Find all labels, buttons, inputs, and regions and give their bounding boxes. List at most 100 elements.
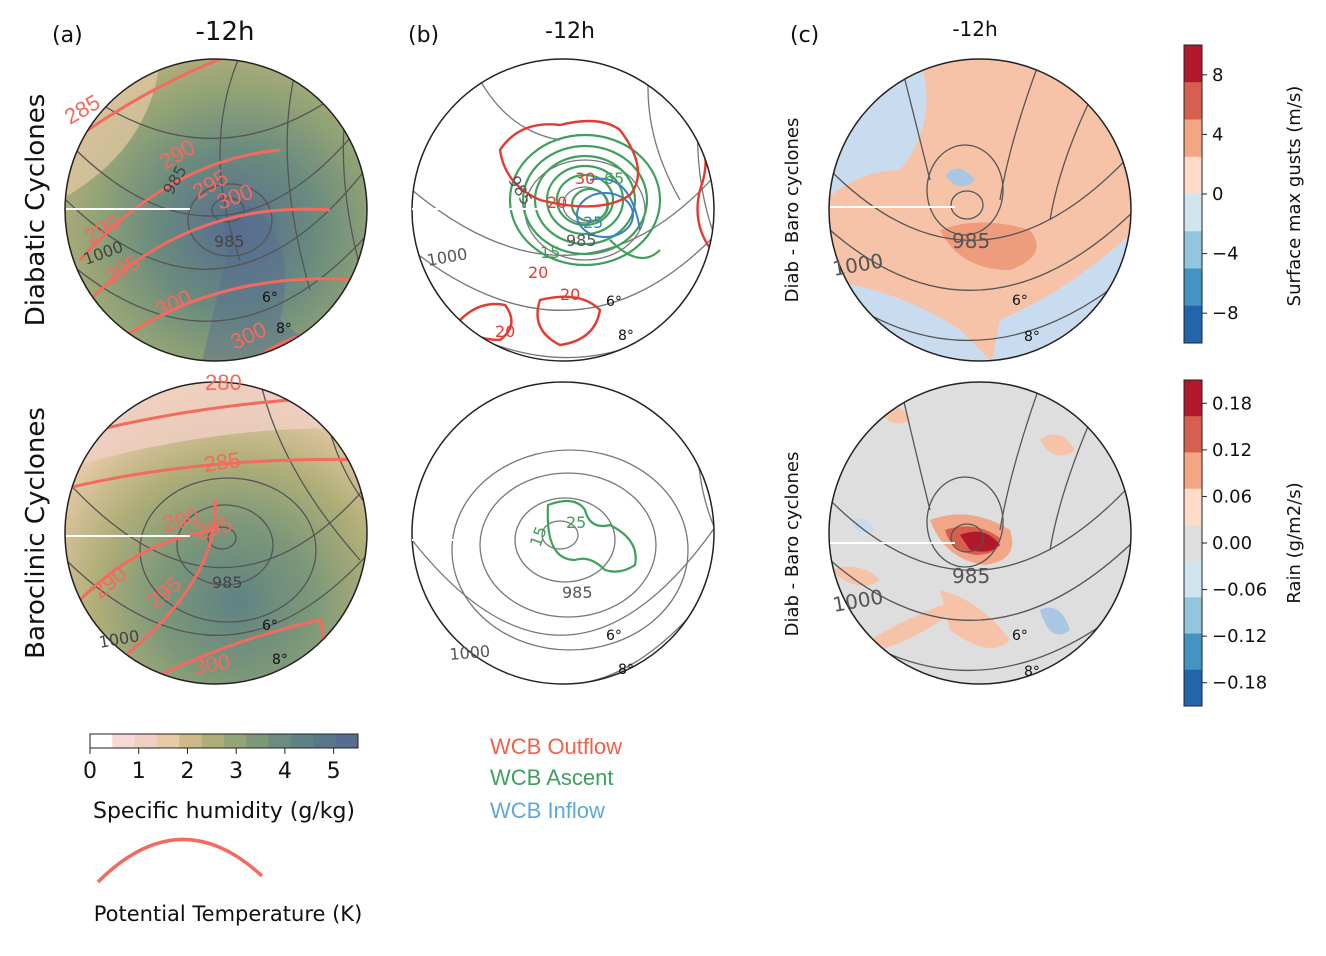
wcb-label: 20 bbox=[495, 322, 515, 341]
row-label-baroclinic: Baroclinic Cyclones bbox=[21, 407, 51, 659]
pressure-label: 985 bbox=[952, 564, 990, 588]
humidity-tick-label: 3 bbox=[229, 759, 243, 784]
degree-label: 6° bbox=[606, 628, 622, 644]
legend-wcb-inflow: WCB Inflow bbox=[490, 798, 605, 823]
humidity-color-step bbox=[90, 734, 113, 748]
gust-tick-label: 4 bbox=[1212, 124, 1223, 145]
humidity-colorbar-label: Specific humidity (g/kg) bbox=[93, 799, 355, 824]
gust-color-step bbox=[1184, 156, 1202, 195]
panel-c-bottom-degree-labels: 6° 8° bbox=[1012, 628, 1040, 680]
pressure-label: 985 bbox=[562, 583, 593, 602]
rain-tick-label: 0.06 bbox=[1212, 486, 1252, 507]
panel-c-top-map bbox=[829, 59, 1131, 361]
panel-c-top-degree-labels: 6° 8° bbox=[1012, 293, 1040, 345]
pressure-label: 985 bbox=[214, 232, 245, 251]
humidity-color-step bbox=[179, 734, 203, 748]
panel-a-top-map bbox=[65, 59, 367, 361]
wcb-label: 25 bbox=[566, 513, 586, 532]
panel-a-time: -12h bbox=[196, 17, 255, 47]
humidity-color-step bbox=[224, 734, 247, 748]
panel-b-top-wcb-labels: 30 65 20 25 15 20 20 20 bbox=[495, 169, 624, 341]
theta-legend-line bbox=[96, 837, 264, 884]
pressure-label: 985 bbox=[952, 229, 990, 253]
gust-tick-label: −4 bbox=[1212, 244, 1239, 265]
degree-label: 6° bbox=[1012, 628, 1028, 644]
humidity-tick-label: 2 bbox=[180, 759, 194, 784]
humidity-color-step bbox=[246, 734, 270, 748]
wcb-label: 15 bbox=[540, 243, 560, 262]
humidity-tick-label: 4 bbox=[278, 759, 292, 784]
gust-tick-label: −8 bbox=[1212, 303, 1239, 324]
rain-colorbar: 0.18 0.12 0.06 0.00 −0.06 −0.12 −0.18 Rain (g/… bbox=[1183, 379, 1305, 707]
gusts-colorbar: 8 4 0 −4 −8 Surface max gusts (m/s) bbox=[1183, 44, 1305, 344]
row-label-diabatic: Diabatic Cyclones bbox=[21, 94, 51, 327]
rain-color-step bbox=[1184, 597, 1202, 635]
wcb-legend: WCB Outflow WCB Ascent WCB Inflow bbox=[490, 734, 622, 823]
wcb-label: 20 bbox=[560, 285, 580, 304]
gust-color-step bbox=[1184, 194, 1202, 232]
panel-b-bottom-degree-labels: 6° 8° bbox=[606, 628, 634, 678]
panel-c-row-label-top: Diab - Baro cyclones bbox=[782, 118, 803, 303]
gust-color-step bbox=[1184, 119, 1202, 158]
degree-label: 8° bbox=[618, 662, 634, 678]
humidity-color-step bbox=[313, 734, 337, 748]
degree-label: 6° bbox=[262, 290, 278, 306]
rain-color-step bbox=[1184, 380, 1202, 417]
rain-tick-label: −0.12 bbox=[1212, 626, 1267, 647]
degree-label: 8° bbox=[618, 328, 634, 344]
humidity-tick-label: 1 bbox=[132, 759, 146, 784]
rain-tick-label: 0.12 bbox=[1212, 440, 1252, 461]
gusts-colorbar-label: Surface max gusts (m/s) bbox=[1284, 86, 1305, 307]
legend-wcb-ascent: WCB Ascent bbox=[490, 765, 613, 790]
panel-b-time: -12h bbox=[545, 19, 595, 44]
pressure-label: 985 bbox=[566, 231, 597, 250]
panel-b-letter: (b) bbox=[408, 23, 439, 48]
degree-label: 8° bbox=[272, 652, 288, 668]
rain-tick-label: −0.18 bbox=[1212, 673, 1267, 694]
degree-label: 8° bbox=[276, 321, 292, 337]
humidity-color-step bbox=[335, 734, 359, 748]
rain-color-step bbox=[1184, 669, 1202, 707]
panel-c-bottom-map bbox=[829, 382, 1131, 684]
degree-label: 8° bbox=[1024, 329, 1040, 345]
gust-color-step bbox=[1184, 268, 1202, 307]
rain-color-step bbox=[1184, 452, 1202, 490]
gust-color-step bbox=[1184, 305, 1202, 344]
legend-wcb-outflow: WCB Outflow bbox=[490, 734, 622, 759]
degree-label: 6° bbox=[1012, 293, 1028, 309]
pressure-label: 985 bbox=[212, 573, 243, 592]
wcb-label: 20 bbox=[528, 263, 548, 282]
humidity-color-step bbox=[134, 734, 158, 748]
humidity-tick-label: 0 bbox=[83, 759, 97, 784]
rain-color-step bbox=[1184, 416, 1202, 453]
theta-legend-label: Potential Temperature (K) bbox=[94, 902, 363, 926]
gust-color-step bbox=[1184, 45, 1202, 83]
panel-b-bottom-map bbox=[412, 382, 714, 684]
panel-b-bottom-pressure-labels: 985 1000 bbox=[449, 583, 593, 664]
panel-b-top-degree-labels: 6° 8° bbox=[606, 294, 634, 344]
gust-tick-label: 8 bbox=[1212, 65, 1223, 86]
humidity-color-step bbox=[112, 734, 136, 748]
panel-c-letter: (c) bbox=[790, 23, 819, 48]
rain-color-step bbox=[1184, 488, 1202, 526]
wcb-label: 20 bbox=[547, 193, 567, 212]
theta-label: 285 bbox=[202, 447, 242, 477]
wcb-label: 30 bbox=[575, 169, 595, 188]
rain-tick-label: −0.06 bbox=[1212, 580, 1267, 601]
gust-color-step bbox=[1184, 82, 1202, 120]
wcb-label: 65 bbox=[604, 169, 624, 188]
degree-label: 8° bbox=[1024, 664, 1040, 680]
theta-label: 280 bbox=[205, 370, 242, 395]
gust-color-step bbox=[1184, 231, 1202, 269]
humidity-color-step bbox=[157, 734, 180, 748]
wcb-label: 25 bbox=[583, 213, 603, 232]
humidity-color-step bbox=[291, 734, 314, 748]
panel-a-top-degree-labels: 6° 8° bbox=[262, 290, 292, 337]
panel-a-bottom-degree-labels: 6° 8° bbox=[262, 618, 288, 668]
rain-color-step bbox=[1184, 561, 1202, 598]
gust-tick-label: 0 bbox=[1212, 184, 1223, 205]
panel-a-letter: (a) bbox=[52, 23, 83, 48]
humidity-color-step bbox=[201, 734, 225, 748]
humidity-tick-label: 5 bbox=[327, 759, 341, 784]
